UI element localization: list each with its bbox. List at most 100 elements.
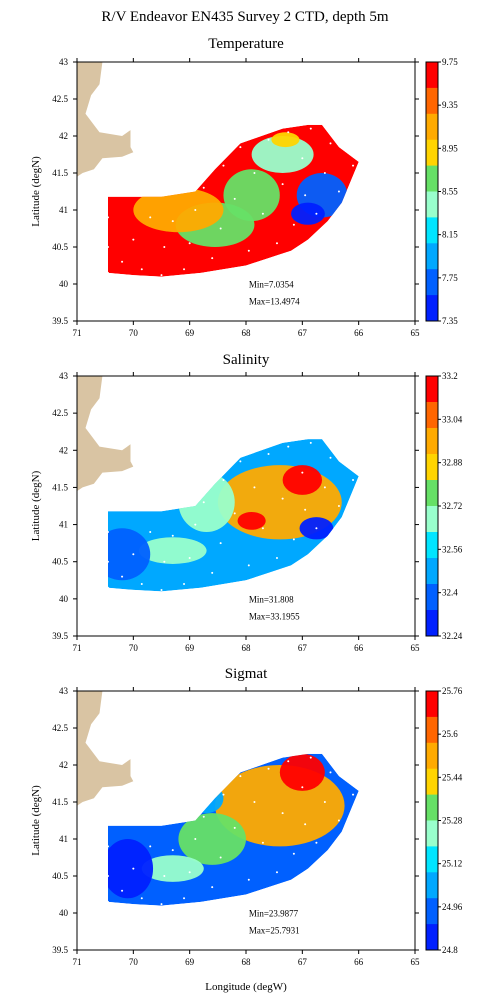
station-dot — [301, 471, 304, 474]
field-blob — [223, 169, 280, 222]
field-blob — [133, 187, 224, 233]
y-tick-label: 42 — [59, 760, 68, 770]
station-dot — [219, 227, 222, 230]
colorbar-tick-label: 25.6 — [442, 729, 458, 739]
colorbar-tick-label: 32.24 — [442, 631, 463, 641]
station-dot — [171, 849, 174, 852]
station-dot — [315, 841, 318, 844]
station-dot — [121, 575, 124, 578]
colorbar-swatch — [426, 428, 438, 455]
colorbar-swatch — [426, 217, 438, 244]
panels-container: Temperature 43 42.5 42 41.5 41 40.5 40 39.5 71 70 6… — [30, 36, 463, 993]
station-dot — [287, 445, 290, 448]
station-dot — [301, 786, 304, 789]
x-tick-label: 66 — [354, 643, 364, 653]
station-dot — [132, 553, 135, 556]
y-axis-label: Latitude (degN) — [30, 470, 42, 541]
x-tick-label: 68 — [242, 328, 252, 338]
x-tick-label: 70 — [129, 643, 139, 653]
colorbar-swatch — [426, 610, 438, 637]
station-dot — [121, 260, 124, 263]
panel-temperature: Temperature 43 42.5 42 41.5 41 40.5 40 39.5 71 70 6… — [30, 36, 458, 338]
colorbar-tick-label: 24.96 — [442, 902, 463, 912]
y-tick-label: 42.5 — [52, 723, 68, 733]
colorbar-swatch — [426, 794, 438, 821]
x-tick-label: 65 — [411, 328, 421, 338]
station-dot — [275, 557, 278, 559]
x-tick-label: 67 — [298, 957, 308, 967]
colorbar-tick-label: 9.75 — [442, 57, 458, 67]
station-dot — [247, 249, 250, 252]
station-dot — [247, 878, 250, 881]
station-dot — [292, 852, 295, 855]
station-dot — [121, 889, 124, 892]
colorbar-tick-label: 8.55 — [442, 187, 458, 197]
y-axis-label: Latitude (degN) — [30, 785, 42, 856]
y-tick-label: 40 — [59, 594, 69, 604]
station-dot — [253, 801, 256, 803]
station-dot — [140, 583, 143, 585]
y-tick-label: 41 — [59, 834, 68, 844]
station-dot — [211, 571, 214, 574]
y-tick-label: 40 — [59, 908, 69, 918]
station-dot — [315, 212, 318, 215]
colorbar-swatch — [426, 243, 438, 270]
station-dot — [239, 146, 242, 149]
station-dot — [222, 793, 225, 796]
station-dot — [323, 486, 326, 489]
station-dot — [337, 190, 340, 193]
x-tick-label: 67 — [298, 328, 308, 338]
colorbar-swatch — [426, 691, 438, 718]
max-label: Max=13.4974 — [249, 297, 300, 307]
station-dot — [267, 453, 270, 455]
station-dot — [329, 456, 332, 459]
station-dot — [106, 216, 109, 219]
station-dot — [281, 497, 284, 500]
station-dot — [106, 271, 109, 274]
station-dot — [261, 841, 264, 844]
figure-title: R/V Endeavor EN435 Survey 2 CTD, depth 5… — [101, 9, 389, 25]
station-dot — [160, 903, 163, 906]
station-dot — [304, 194, 307, 197]
colorbar-swatch — [426, 87, 438, 115]
station-dot — [253, 172, 256, 174]
station-dot — [309, 127, 312, 130]
x-tick-label: 65 — [411, 643, 421, 653]
station-dot — [239, 775, 242, 778]
colorbar-swatch — [426, 584, 438, 611]
station-dot — [352, 164, 355, 167]
station-dot — [160, 274, 163, 277]
station-dot — [352, 793, 355, 796]
station-dot — [239, 460, 242, 463]
colorbar-tick-label: 32.88 — [442, 458, 463, 468]
x-axis-label: Longitude (degW) — [205, 981, 287, 993]
panel-title: Temperature — [208, 36, 284, 52]
field-blob — [282, 465, 323, 495]
station-dot — [267, 767, 270, 770]
contour-field — [108, 753, 359, 906]
x-tick-label: 71 — [73, 957, 82, 967]
field-blob — [178, 813, 246, 865]
station-dot — [194, 523, 197, 526]
station-dot — [281, 183, 284, 186]
station-dot — [183, 897, 186, 900]
y-tick-label: 39.5 — [52, 945, 68, 955]
colorbar-tick-label: 32.4 — [442, 588, 458, 598]
x-tick-label: 70 — [129, 328, 139, 338]
x-tick-label: 68 — [242, 643, 252, 653]
station-dot — [106, 900, 109, 903]
colorbar-swatch — [426, 165, 438, 192]
y-tick-label: 40.5 — [52, 871, 68, 881]
station-dot — [171, 534, 174, 537]
colorbar-swatch — [426, 924, 438, 951]
colorbar-swatch — [426, 480, 438, 507]
colorbar-swatch — [426, 113, 438, 141]
station-dot — [194, 838, 197, 840]
y-tick-label: 39.5 — [52, 316, 68, 326]
colorbar-tick-label: 33.04 — [442, 414, 463, 424]
y-tick-label: 39.5 — [52, 631, 68, 641]
x-tick-label: 66 — [354, 957, 364, 967]
station-dot — [222, 479, 225, 481]
colorbar-tick-label: 24.8 — [442, 945, 458, 955]
station-dot — [329, 771, 332, 774]
